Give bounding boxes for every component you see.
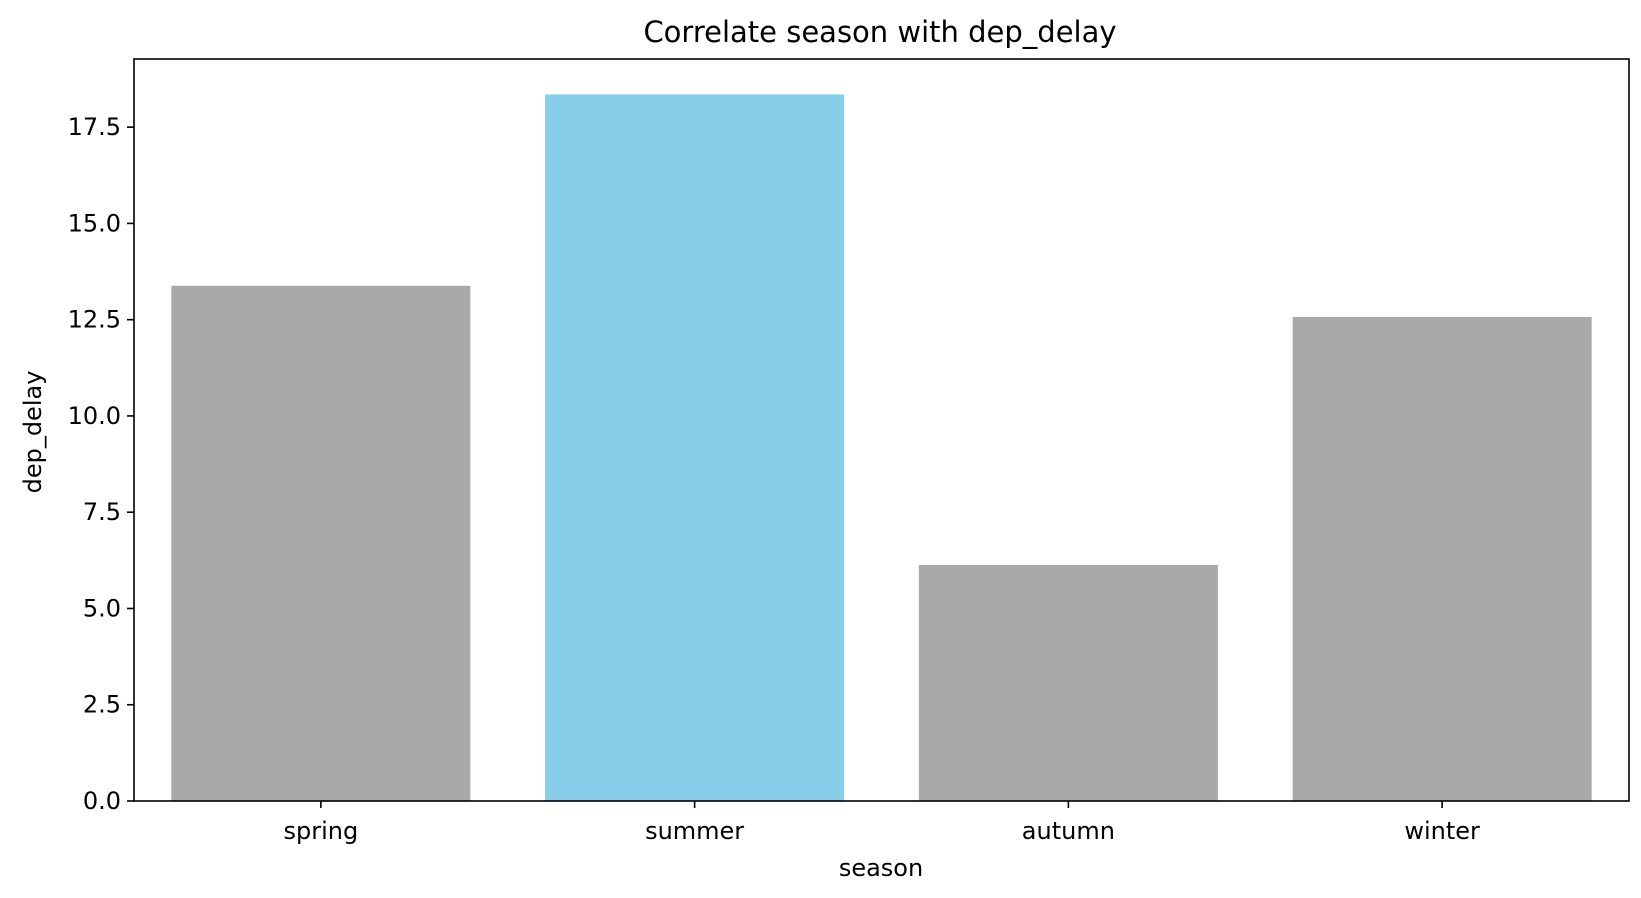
y-axis-ticks: 0.0 2.5 5.0 7.5 10.0 12.5 15.0 17.5 (68, 113, 134, 815)
x-tick-label: summer (645, 817, 744, 845)
y-tick-label: 7.5 (83, 498, 121, 526)
y-tick-label: 5.0 (83, 594, 121, 622)
bar-winter (1292, 316, 1592, 801)
plot-frame (133, 58, 1630, 802)
y-tick-label: 15.0 (68, 209, 121, 237)
y-axis-label: dep_delay (19, 371, 47, 494)
y-tick-label: 17.5 (68, 113, 121, 141)
x-axis-label: season (839, 854, 923, 882)
bar-autumn (918, 564, 1218, 801)
x-axis-ticks: spring summer autumn winter (284, 801, 1480, 845)
bar-spring (171, 285, 471, 801)
y-tick-label: 10.0 (68, 402, 121, 430)
x-tick-label: autumn (1022, 817, 1115, 845)
y-tick-label: 12.5 (68, 306, 121, 334)
y-tick-label: 2.5 (83, 691, 121, 719)
x-tick-label: winter (1404, 817, 1480, 845)
bar-summer (545, 94, 845, 802)
y-tick-label: 0.0 (83, 787, 121, 815)
chart-title: Correlate season with dep_delay (643, 15, 1116, 49)
bars-group (171, 94, 1592, 802)
x-tick-label: spring (284, 817, 359, 845)
